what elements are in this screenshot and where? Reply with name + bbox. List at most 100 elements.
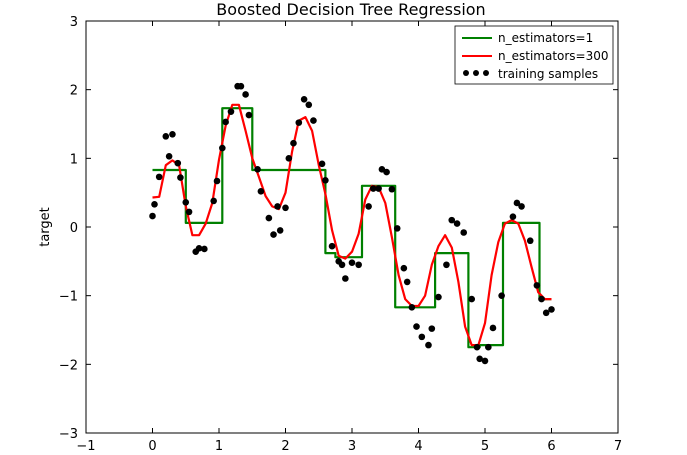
legend-label-n-estimators-300: n_estimators=300 — [498, 49, 609, 63]
training-sample-point — [473, 343, 481, 351]
training-sample-point — [460, 229, 468, 236]
training-sample-point — [425, 341, 432, 349]
legend-swatch-training-dot-1 — [463, 70, 469, 76]
y-tick-label: −1 — [59, 290, 78, 305]
training-sample-point — [274, 203, 281, 210]
training-sample-point — [403, 278, 411, 286]
training-sample-point — [310, 117, 317, 124]
training-sample-point — [182, 198, 190, 206]
training-sample-point — [245, 111, 253, 119]
training-sample-point — [418, 333, 426, 341]
tick-layer: −1 0 1 2 3 4 5 6 7 −3 −2 −1 0 1 2 3 — [59, 15, 622, 454]
training-sample-point — [365, 203, 372, 210]
legend-swatch-training-dot-3 — [483, 70, 489, 76]
training-sample-point — [526, 237, 534, 245]
training-sample-point — [165, 152, 173, 160]
training-sample-point — [242, 91, 249, 98]
training-sample-point — [201, 245, 208, 253]
training-sample-point — [257, 187, 265, 195]
training-sample-point — [318, 160, 326, 168]
x-tick-label: −1 — [76, 439, 95, 454]
training-sample-point — [485, 343, 492, 351]
training-sample-point — [548, 306, 555, 313]
series-line-n-estimators-300 — [152, 103, 552, 347]
training-sample-point — [369, 185, 377, 192]
training-sample-point — [400, 264, 408, 272]
training-sample-point — [174, 159, 182, 167]
y-tick-label: 3 — [70, 15, 78, 30]
legend-label-n-estimators-1: n_estimators=1 — [498, 31, 593, 45]
training-sample-point — [149, 212, 156, 220]
training-sample-point — [210, 197, 217, 205]
training-sample-point — [518, 203, 525, 210]
y-axis-label: target — [38, 207, 53, 247]
y-tick-label: 2 — [70, 84, 78, 99]
y-tick-label: −3 — [59, 427, 78, 442]
training-sample-point — [498, 292, 505, 299]
training-sample-point — [481, 357, 489, 365]
training-sample-point — [265, 214, 273, 222]
y-tick-label: 0 — [70, 221, 78, 236]
x-tick-label: 7 — [614, 439, 622, 454]
training-sample-point — [489, 324, 497, 332]
training-sample-point — [448, 216, 456, 224]
series-line-n-estimators-1 — [152, 107, 552, 349]
y-tick-label: −2 — [59, 358, 78, 373]
training-sample-point — [276, 227, 284, 234]
training-sample-point — [428, 325, 436, 332]
training-sample-point — [542, 309, 550, 317]
legend-swatch-training-dot-2 — [473, 70, 479, 76]
training-sample-point — [453, 220, 461, 227]
training-sample-point — [509, 213, 517, 220]
training-sample-point — [222, 118, 229, 126]
training-sample-point — [185, 208, 193, 216]
training-sample-point — [393, 225, 401, 232]
training-sample-point — [254, 166, 261, 173]
training-sample-point — [388, 185, 396, 193]
training-sample-point — [227, 108, 235, 115]
y-tick-label: 1 — [70, 152, 78, 167]
training-sample-point — [338, 261, 346, 269]
training-sample-point — [162, 133, 170, 140]
training-sample-point — [295, 119, 303, 126]
training-sample-point — [443, 261, 450, 269]
training-sample-point — [270, 231, 277, 238]
training-sample-point — [375, 185, 382, 192]
training-sample-point — [237, 82, 245, 90]
training-sample-point — [282, 204, 289, 212]
training-sample-point — [177, 174, 184, 181]
training-sample-point — [290, 139, 297, 147]
training-sample-point — [355, 261, 362, 269]
training-sample-point — [348, 259, 356, 267]
x-tick-label: 4 — [414, 439, 422, 454]
legend: n_estimators=1 n_estimators=300 training… — [454, 25, 614, 85]
training-sample-point — [383, 168, 390, 176]
training-sample-point — [513, 199, 521, 207]
training-sample-point — [213, 177, 221, 185]
training-sample-point — [219, 144, 226, 152]
training-sample-point — [300, 95, 308, 103]
x-tick-label: 1 — [215, 439, 223, 454]
series-layer — [149, 82, 555, 365]
legend-label-training-samples: training samples — [498, 67, 598, 81]
training-sample-point — [155, 173, 163, 181]
training-sample-point — [328, 242, 336, 250]
training-sample-point — [342, 275, 349, 282]
training-sample-point — [533, 282, 541, 289]
training-sample-point — [408, 304, 416, 311]
training-sample-point — [435, 293, 442, 301]
x-tick-label: 5 — [481, 439, 489, 454]
training-sample-point — [169, 131, 176, 138]
training-sample-point — [195, 244, 203, 252]
x-tick-label: 0 — [148, 439, 156, 454]
x-tick-label: 3 — [348, 439, 356, 454]
training-sample-point — [151, 201, 158, 208]
training-sample-point — [476, 355, 483, 363]
training-sample-point — [322, 177, 329, 184]
training-sample-point — [538, 295, 545, 303]
training-sample-point — [468, 295, 476, 303]
training-sample-point — [413, 323, 420, 330]
x-tick-label: 6 — [547, 439, 555, 454]
training-sample-point — [305, 101, 313, 109]
